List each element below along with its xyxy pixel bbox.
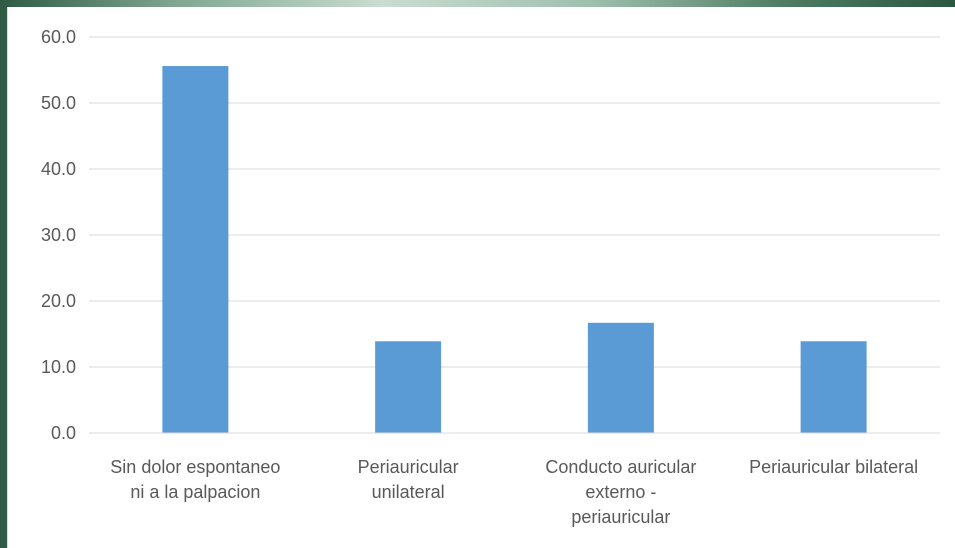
x-axis-labels: Sin dolor espontaneo ni a la palpacion Per…: [110, 457, 918, 527]
y-tick-label: 40.0: [41, 159, 76, 179]
bar: [375, 341, 442, 433]
bars: [162, 66, 867, 433]
x-category-label: periauricular: [571, 507, 670, 527]
x-category-label: unilateral: [372, 482, 445, 502]
bar: [162, 66, 229, 433]
bar: [800, 341, 867, 433]
chart-area: 0.0 10.0 20.0 30.0 40.0 50.0 60.0 Sin dolor es…: [7, 7, 955, 548]
x-category-label: Periauricular: [358, 457, 459, 477]
y-axis-ticks: 0.0 10.0 20.0 30.0 40.0 50.0 60.0: [41, 27, 76, 443]
y-tick-label: 0.0: [51, 423, 76, 443]
y-tick-label: 50.0: [41, 93, 76, 113]
bar-chart: 0.0 10.0 20.0 30.0 40.0 50.0 60.0 Sin dolor es…: [41, 27, 940, 527]
x-category-label: externo -: [585, 482, 656, 502]
y-tick-label: 20.0: [41, 291, 76, 311]
x-category-label: Conducto auricular: [545, 457, 696, 477]
y-tick-label: 60.0: [41, 27, 76, 47]
x-category-label: Sin dolor espontaneo: [110, 457, 280, 477]
y-tick-label: 30.0: [41, 225, 76, 245]
y-tick-label: 10.0: [41, 357, 76, 377]
x-category-label: Periauricular bilateral: [749, 457, 918, 477]
bar: [587, 322, 654, 433]
gridlines: [89, 36, 940, 368]
x-category-label: ni a la palpacion: [130, 482, 260, 502]
